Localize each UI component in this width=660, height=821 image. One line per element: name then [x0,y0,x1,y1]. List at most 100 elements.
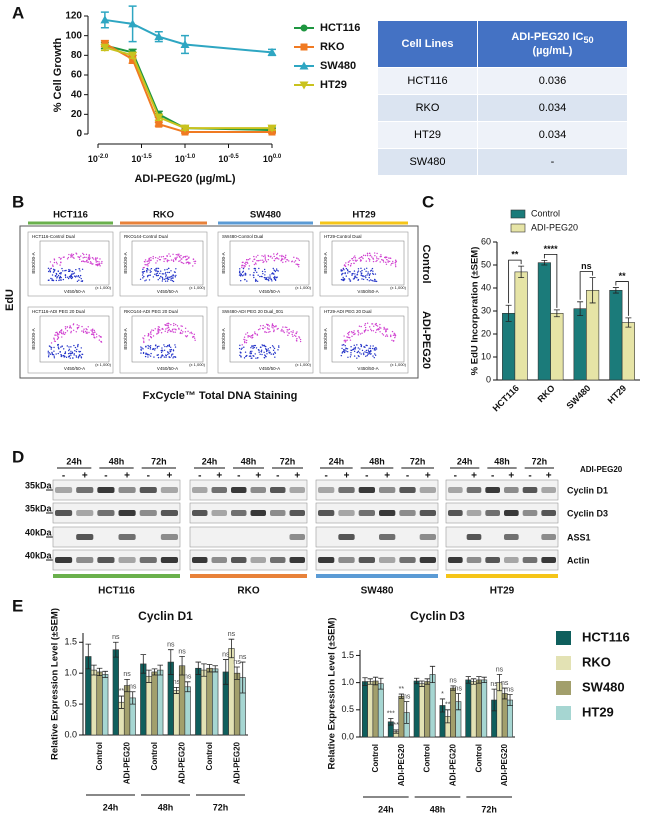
event-dot [150,352,152,355]
error-bar [179,656,185,676]
marker-label: 40kDa [25,550,53,560]
treatment-label: ADI-PEG20 [580,465,623,474]
plot-area [331,315,405,363]
blot-strip [315,549,439,571]
blot-band [522,487,538,493]
event-dot [273,255,275,258]
x-tick-label: SW480 [565,383,593,411]
event-dot [98,335,100,337]
marker-label: 35kDa [25,480,53,490]
significance-label: ns [222,651,230,658]
event-dot [165,275,167,277]
event-dot [347,336,349,338]
event-dot [360,272,363,275]
event-dot [380,254,382,256]
event-dot [72,329,75,332]
legend-label: SW480 [320,60,356,72]
event-dot [288,328,291,331]
marker [267,47,277,56]
event-dot [68,327,71,329]
bar [481,679,488,738]
event-dot [356,271,359,273]
event-dot [71,270,73,273]
event-dot [174,276,177,278]
event-dot [70,327,73,329]
treatment-sign: + [255,471,261,482]
event-dot [158,256,161,258]
plot-title: HT29-ADI PEG 20 Dual [324,309,372,314]
event-dot [360,259,362,261]
event-dot [164,278,166,281]
event-dot [152,348,155,350]
flow-plot [319,231,409,297]
event-dot [275,325,277,328]
bar [362,681,368,738]
legend-label: SW480 [582,679,625,694]
event-dot [373,252,376,254]
marker [180,124,190,133]
event-dot [76,328,79,330]
significance-label: ns [506,686,514,693]
event-dot [248,335,251,337]
event-dot [186,258,188,260]
event-dot [82,257,84,259]
event-dot [175,328,177,331]
event-dot [370,353,372,355]
event-dot [257,328,260,331]
event-dot [371,267,374,270]
event-dot [71,277,74,279]
event-dot [273,329,275,332]
event-dot [63,333,66,336]
event-dot [360,353,362,355]
event-dot [369,258,371,261]
event-dot [58,279,60,282]
event-dot [70,330,72,333]
blot-band [504,557,519,563]
bar [195,667,202,736]
event-dot [166,268,168,271]
event-dot [357,350,360,353]
blot-band [289,487,305,493]
event-dot [62,270,64,272]
event-dot [252,274,255,276]
event-dot [292,335,294,338]
event-dot [240,356,242,358]
event-dot [271,272,274,274]
blot-band [160,487,178,493]
event-dot [253,271,255,274]
bar [200,669,208,736]
bar [233,672,241,736]
event-dot [59,264,61,266]
event-dot [391,339,393,342]
event-dot [344,265,347,268]
table-row: HCT116 0.036 [377,67,628,95]
event-dot [298,337,301,339]
cell-line-label: SW480 [361,586,394,597]
event-dot [71,352,74,354]
event-dot [349,279,351,281]
significance-label: ns [123,671,131,678]
event-dot [168,344,171,346]
header-cell: ADI-PEG20 IC50 (µg/mL) [477,20,628,68]
y-tick-label: 1.5 [64,637,77,647]
event-dot [356,277,358,279]
plot-x-label: V450/50-A [357,289,378,294]
event-dot [76,348,78,351]
bar [157,669,164,736]
protein-label: ASS1 [567,532,591,542]
event-dot [50,346,52,349]
x-tick-label: 100.0 [263,154,282,165]
event-dot [60,257,62,259]
event-dot [193,333,196,336]
error-bar [234,666,240,680]
event-dot [363,268,366,270]
event-dot [253,355,255,357]
table-row: RKO 0.034 [377,94,628,122]
error-bar [577,301,584,316]
event-dot [345,267,348,270]
blot-band [338,510,355,516]
event-dot [250,347,252,349]
event-dot [66,258,69,260]
legend-marker [299,81,309,90]
event-dot [346,269,349,271]
